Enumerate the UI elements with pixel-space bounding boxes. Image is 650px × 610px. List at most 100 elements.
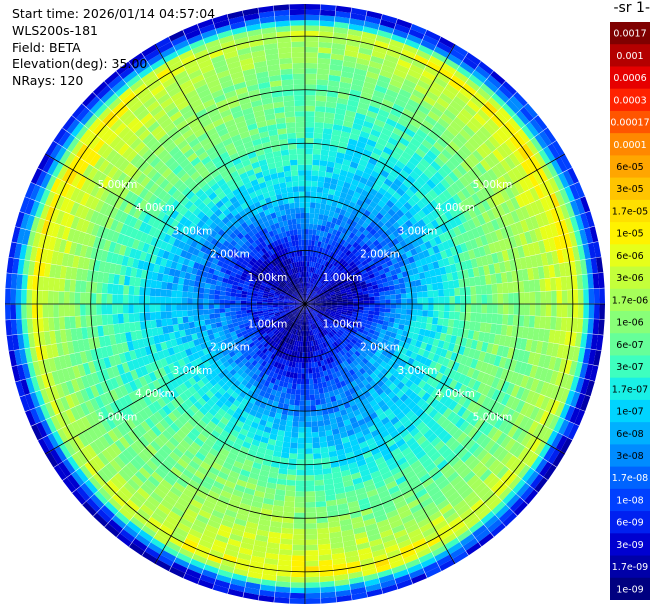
- range-gate-cell: [316, 246, 321, 253]
- range-gate-cell: [436, 72, 451, 84]
- range-gate-cell: [305, 293, 307, 299]
- range-gate-cell: [577, 304, 584, 319]
- range-gate-cell: [305, 30, 319, 37]
- range-gate-cell: [326, 232, 332, 239]
- range-gate-cell: [335, 108, 346, 116]
- range-gate-cell: [305, 427, 312, 433]
- range-gate-cell: [283, 506, 295, 513]
- range-gate-cell: [311, 415, 318, 422]
- range-gate-cell: [381, 127, 393, 137]
- range-gate-cell: [588, 288, 595, 304]
- range-gate-cell: [309, 394, 316, 401]
- range-gate-cell: [309, 213, 315, 219]
- range-gate-cell: [428, 304, 434, 311]
- range-gate-cell: [519, 292, 525, 304]
- range-gate-cell: [400, 83, 415, 94]
- range-gate-cell: [187, 310, 194, 317]
- range-gate-cell: [53, 317, 60, 331]
- range-gate-cell: [364, 144, 375, 153]
- range-gate-cell: [208, 308, 215, 315]
- range-gate-cell: [463, 104, 477, 117]
- range-gate-cell: [317, 181, 325, 188]
- range-gate-cell: [324, 237, 330, 244]
- range-gate-cell: [360, 250, 368, 257]
- range-gate-cell: [504, 138, 518, 153]
- range-gate-cell: [305, 453, 314, 460]
- range-gate-cell: [316, 269, 321, 275]
- range-gate-cell: [309, 277, 312, 284]
- range-gate-cell: [333, 224, 340, 231]
- range-gate-cell: [310, 191, 317, 198]
- range-gate-cell: [328, 80, 340, 87]
- range-gate-cell: [350, 196, 359, 204]
- range-gate-cell: [359, 97, 371, 106]
- range-gate-cell: [476, 146, 488, 159]
- range-gate-cell: [519, 304, 525, 316]
- range-gate-cell: [374, 250, 382, 258]
- range-gate-cell: [332, 266, 338, 273]
- range-gate-cell: [421, 70, 436, 82]
- range-gate-cell: [305, 175, 312, 181]
- range-gate-cell: [420, 39, 436, 51]
- range-gate-cell: [344, 115, 355, 123]
- range-gate-cell: [328, 150, 338, 158]
- range-gate-cell: [331, 229, 338, 236]
- range-gate-cell: [425, 90, 439, 102]
- range-gate-cell: [149, 312, 156, 321]
- range-gate-cell: [281, 446, 290, 454]
- range-gate-cell: [315, 251, 319, 258]
- range-gate-cell: [340, 268, 347, 274]
- range-gate-cell: [379, 299, 386, 304]
- range-gate-cell: [292, 421, 299, 427]
- range-gate-cell: [406, 304, 413, 310]
- range-gate-cell: [337, 264, 343, 270]
- range-gate-cell: [329, 69, 342, 77]
- range-gate-cell: [295, 491, 305, 497]
- range-gate-cell: [325, 268, 331, 274]
- range-gate-cell: [305, 229, 309, 235]
- range-gate-cell: [412, 304, 418, 310]
- range-gate-cell: [402, 43, 418, 55]
- range-gate-cell: [433, 297, 439, 304]
- range-gate-cell: [390, 108, 402, 118]
- range-gate-cell: [323, 209, 330, 216]
- range-gate-cell: [320, 446, 329, 454]
- range-gate-cell: [305, 507, 316, 513]
- range-gate-cell: [315, 100, 326, 107]
- range-gate-cell: [321, 279, 327, 285]
- range-gate-cell: [314, 479, 324, 486]
- range-gate-cell: [507, 314, 514, 326]
- range-gate-cell: [305, 373, 309, 379]
- range-gate-cell: [336, 179, 345, 187]
- range-gate-cell: [399, 113, 412, 123]
- range-gate-cell: [345, 249, 352, 257]
- range-gate-cell: [331, 253, 337, 259]
- range-gate-cell: [395, 308, 402, 314]
- range-gate-cell: [460, 108, 474, 121]
- range-gate-cell: [417, 209, 427, 219]
- range-gate-cell: [363, 184, 372, 193]
- range-gate-cell: [352, 234, 359, 242]
- range-gate-cell: [488, 135, 501, 149]
- range-gate-cell: [313, 132, 323, 139]
- range-gate-cell: [341, 65, 355, 74]
- range-gate-cell: [373, 232, 381, 240]
- range-gate-cell: [349, 239, 356, 246]
- range-gate-cell: [402, 179, 413, 189]
- range-gate-cell: [358, 47, 373, 56]
- range-gate-cell: [437, 167, 449, 179]
- range-gate-cell: [388, 317, 395, 323]
- range-gate-cell: [305, 352, 308, 358]
- range-gate-cell: [348, 232, 356, 239]
- range-gate-cell: [290, 592, 305, 599]
- range-gate-cell: [494, 110, 508, 125]
- range-gate-cell: [324, 117, 334, 125]
- range-gate-cell: [356, 164, 366, 172]
- range-gate-cell: [312, 148, 321, 155]
- range-gate-cell: [330, 58, 344, 66]
- range-gate-cell: [311, 267, 315, 273]
- range-gate-cell: [307, 272, 310, 278]
- range-gate-cell: [366, 110, 378, 119]
- range-gate-cell: [295, 394, 301, 401]
- range-gate-cell: [414, 190, 425, 200]
